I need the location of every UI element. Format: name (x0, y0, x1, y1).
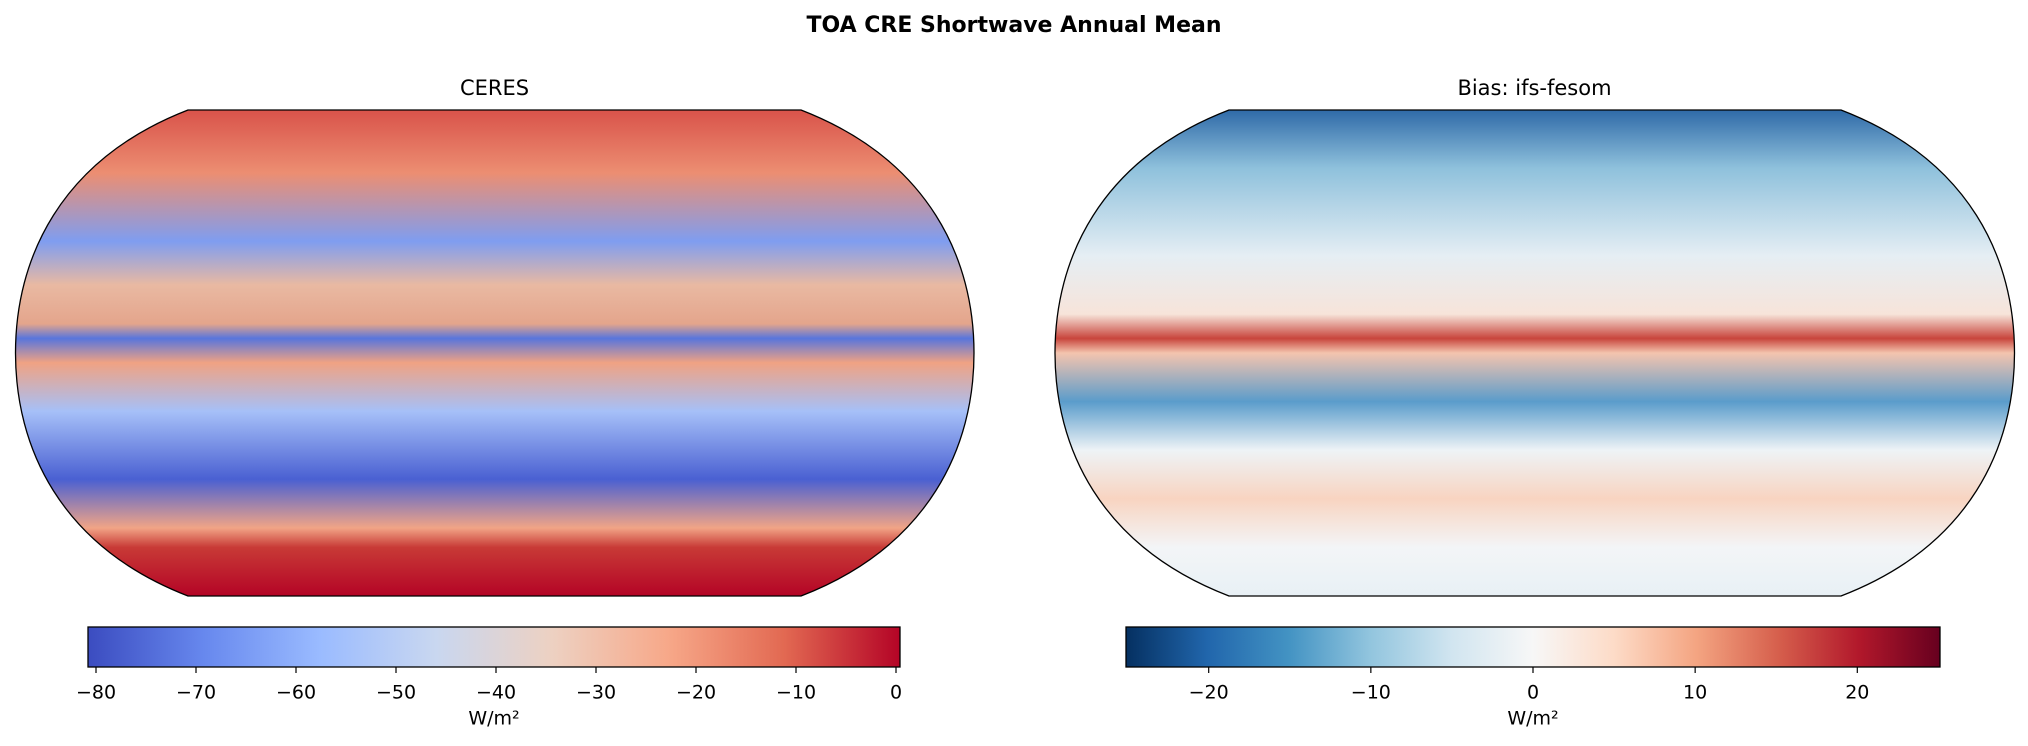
colorbar-label: W/m² (1507, 708, 1558, 730)
colorbar-tick-label: 0 (890, 682, 902, 704)
colorbar-tick-label: 20 (1845, 682, 1869, 704)
colorbar-tick-label: 10 (1683, 682, 1707, 704)
colorbar-label: W/m² (468, 708, 519, 730)
colorbar-tick-label: −10 (776, 682, 816, 704)
colorbar-tick-label: −50 (376, 682, 416, 704)
colorbar-tick-label: −30 (576, 682, 616, 704)
map-outline (1054, 109, 2016, 597)
colorbar-tick-label: −70 (176, 682, 216, 704)
figure-title: TOA CRE Shortwave Annual Mean (806, 13, 1221, 38)
map-outline (14, 109, 975, 597)
colorbar (1125, 626, 1941, 668)
panel-title: Bias: ifs-fesom (1457, 76, 1611, 100)
colorbar-tick-label: −20 (676, 682, 716, 704)
panel-title: CERES (460, 76, 529, 100)
map-field (1055, 110, 2015, 596)
colorbar-tick-label: −80 (76, 682, 116, 704)
colorbar-tick-label: −60 (276, 682, 316, 704)
colorbar-tick-label: 0 (1527, 682, 1539, 704)
map-field (15, 110, 974, 596)
colorbar (87, 626, 901, 668)
colorbar-tick-label: −40 (476, 682, 516, 704)
colorbar-tick-label: −20 (1189, 682, 1229, 704)
colorbar-tick-label: −10 (1351, 682, 1391, 704)
